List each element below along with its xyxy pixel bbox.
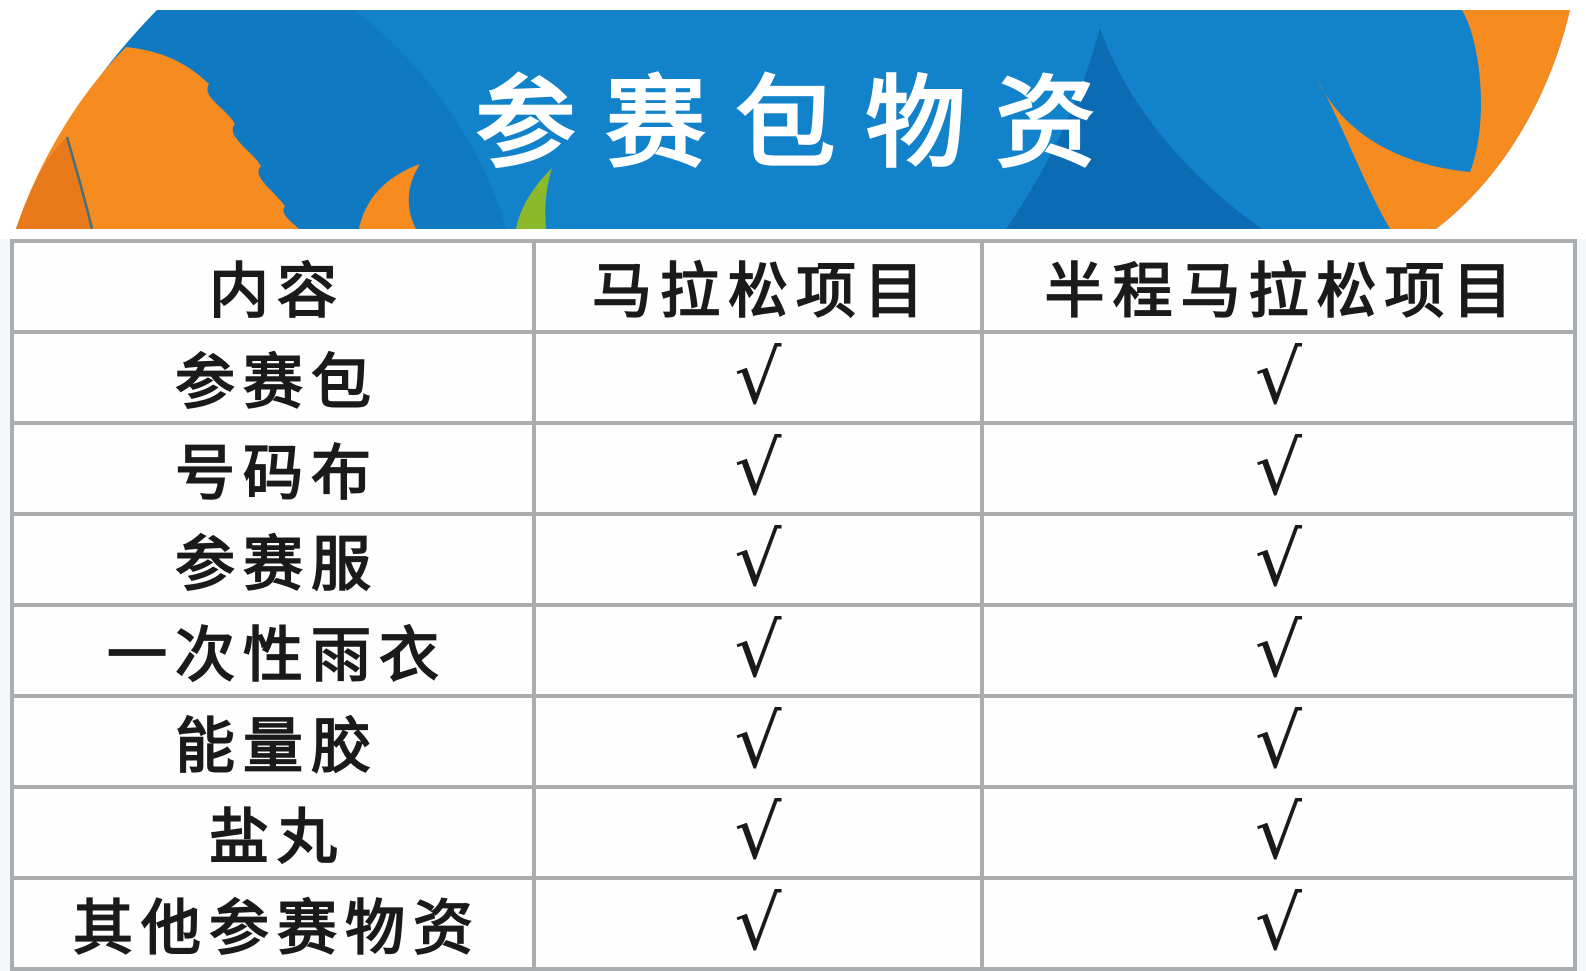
half-marathon-check: √: [980, 785, 1577, 880]
marathon-check: √: [532, 603, 984, 698]
half-marathon-check: √: [980, 512, 1577, 607]
banner: 参赛包物资: [0, 0, 1586, 239]
table-row: 一次性雨衣 √ √: [10, 603, 1577, 698]
table-row: 参赛服 √ √: [10, 512, 1577, 607]
col-header-marathon: 马拉松项目: [532, 239, 984, 334]
banner-right-swoosh-shape: [1317, 10, 1570, 229]
banner-art: [16, 10, 1570, 230]
supplies-table: 内容 马拉松项目 半程马拉松项目 参赛包 √ √ 号码布 √ √ 参赛服 √ √…: [10, 239, 1577, 971]
banner-left-orange-shape: [16, 47, 299, 229]
banner-green-leaf-shape: [516, 168, 552, 229]
table-row: 能量胶 √ √: [10, 694, 1577, 789]
half-marathon-check: √: [980, 330, 1577, 425]
half-marathon-check: √: [980, 876, 1577, 971]
marathon-check: √: [532, 694, 984, 789]
item-label: 一次性雨衣: [10, 603, 536, 698]
marathon-check: √: [532, 421, 984, 516]
marathon-check: √: [532, 330, 984, 425]
banner-title: 参赛包物资: [475, 64, 1126, 182]
half-marathon-check: √: [980, 421, 1577, 516]
item-label: 参赛服: [10, 512, 536, 607]
item-label: 参赛包: [10, 330, 536, 425]
table-row: 参赛包 √ √: [10, 330, 1577, 425]
banner-crease-line: [65, 136, 94, 230]
half-marathon-check: √: [980, 603, 1577, 698]
col-header-content: 内容: [10, 239, 536, 334]
table-header-row: 内容 马拉松项目 半程马拉松项目: [10, 239, 1577, 334]
item-label: 其他参赛物资: [10, 876, 536, 971]
banner-dark-triangle-shape: [1006, 28, 1262, 229]
item-label: 能量胶: [10, 694, 536, 789]
table-row: 号码布 √ √: [10, 421, 1577, 516]
col-header-half-marathon: 半程马拉松项目: [980, 239, 1577, 334]
item-label: 号码布: [10, 421, 536, 516]
table-row: 盐丸 √ √: [10, 785, 1577, 880]
item-label: 盐丸: [10, 785, 536, 880]
marathon-check: √: [532, 876, 984, 971]
marathon-check: √: [532, 785, 984, 880]
table-row: 其他参赛物资 √ √: [10, 876, 1577, 971]
banner-flame-shape: [359, 164, 420, 229]
marathon-check: √: [532, 512, 984, 607]
half-marathon-check: √: [980, 694, 1577, 789]
